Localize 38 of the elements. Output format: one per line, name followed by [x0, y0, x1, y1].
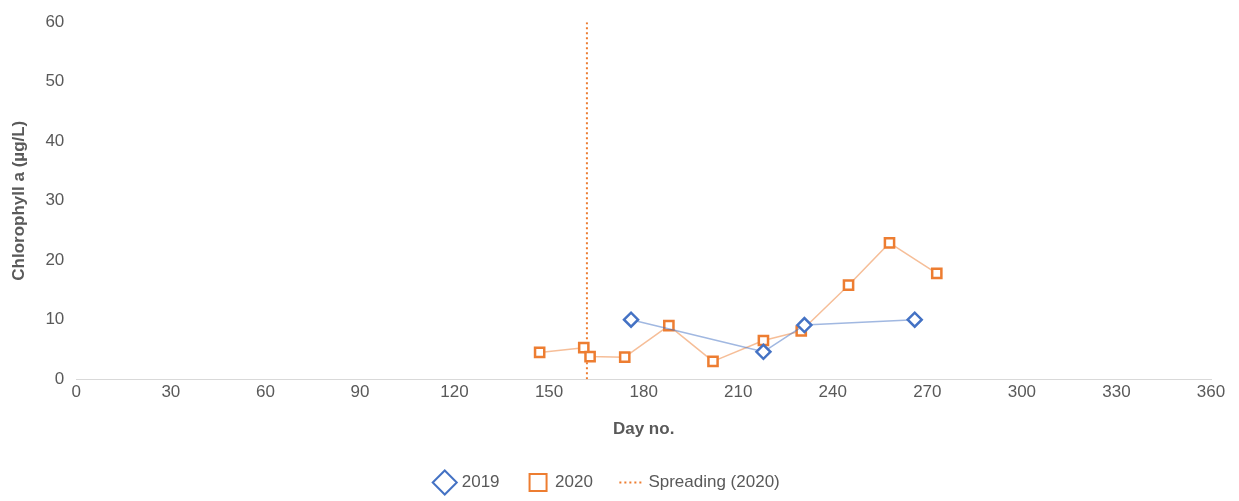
point: [533, 346, 546, 359]
point: [618, 351, 631, 364]
x-tick-label: 210: [724, 382, 753, 402]
x-tick-label: 60: [255, 382, 275, 402]
point: [707, 355, 719, 368]
legend-label: Spreading (2020): [648, 472, 780, 492]
point: [906, 311, 923, 328]
point: [755, 343, 772, 361]
x-tick-label: 270: [913, 382, 942, 402]
point: [883, 237, 896, 249]
x-tick-label: 360: [1196, 382, 1226, 402]
x-tick-label: 300: [1007, 382, 1037, 402]
x-tick-label: 330: [1102, 382, 1131, 402]
x-tick-label: 240: [818, 382, 847, 402]
y-tick-label: 40: [45, 130, 65, 150]
y-tick-label: 0: [54, 368, 65, 388]
point: [663, 319, 675, 332]
y-tick-label: 20: [45, 249, 65, 269]
point: [584, 350, 596, 363]
point: [577, 341, 590, 354]
point: [796, 316, 813, 334]
y-tick-label: 50: [45, 71, 65, 91]
legend-label: 2020: [555, 472, 593, 492]
y-tick-label: 30: [45, 190, 65, 210]
point: [842, 279, 855, 292]
legend-label: 2019: [461, 472, 500, 492]
y-tick-label: 60: [45, 11, 65, 31]
x-axis-title: Day no.: [612, 419, 675, 439]
x-tick-label: 180: [629, 382, 658, 402]
x-tick-label: 150: [534, 382, 564, 402]
y-tick-label: 10: [45, 309, 65, 329]
point: [930, 267, 943, 280]
x-tick-label: 30: [161, 382, 181, 402]
x-tick-label: 120: [440, 382, 469, 402]
x-tick-label: 0: [71, 382, 82, 402]
point: [622, 311, 640, 328]
y-axis-title: Chlorophyll a (µg/L): [8, 120, 28, 281]
x-tick-label: 90: [350, 382, 370, 402]
